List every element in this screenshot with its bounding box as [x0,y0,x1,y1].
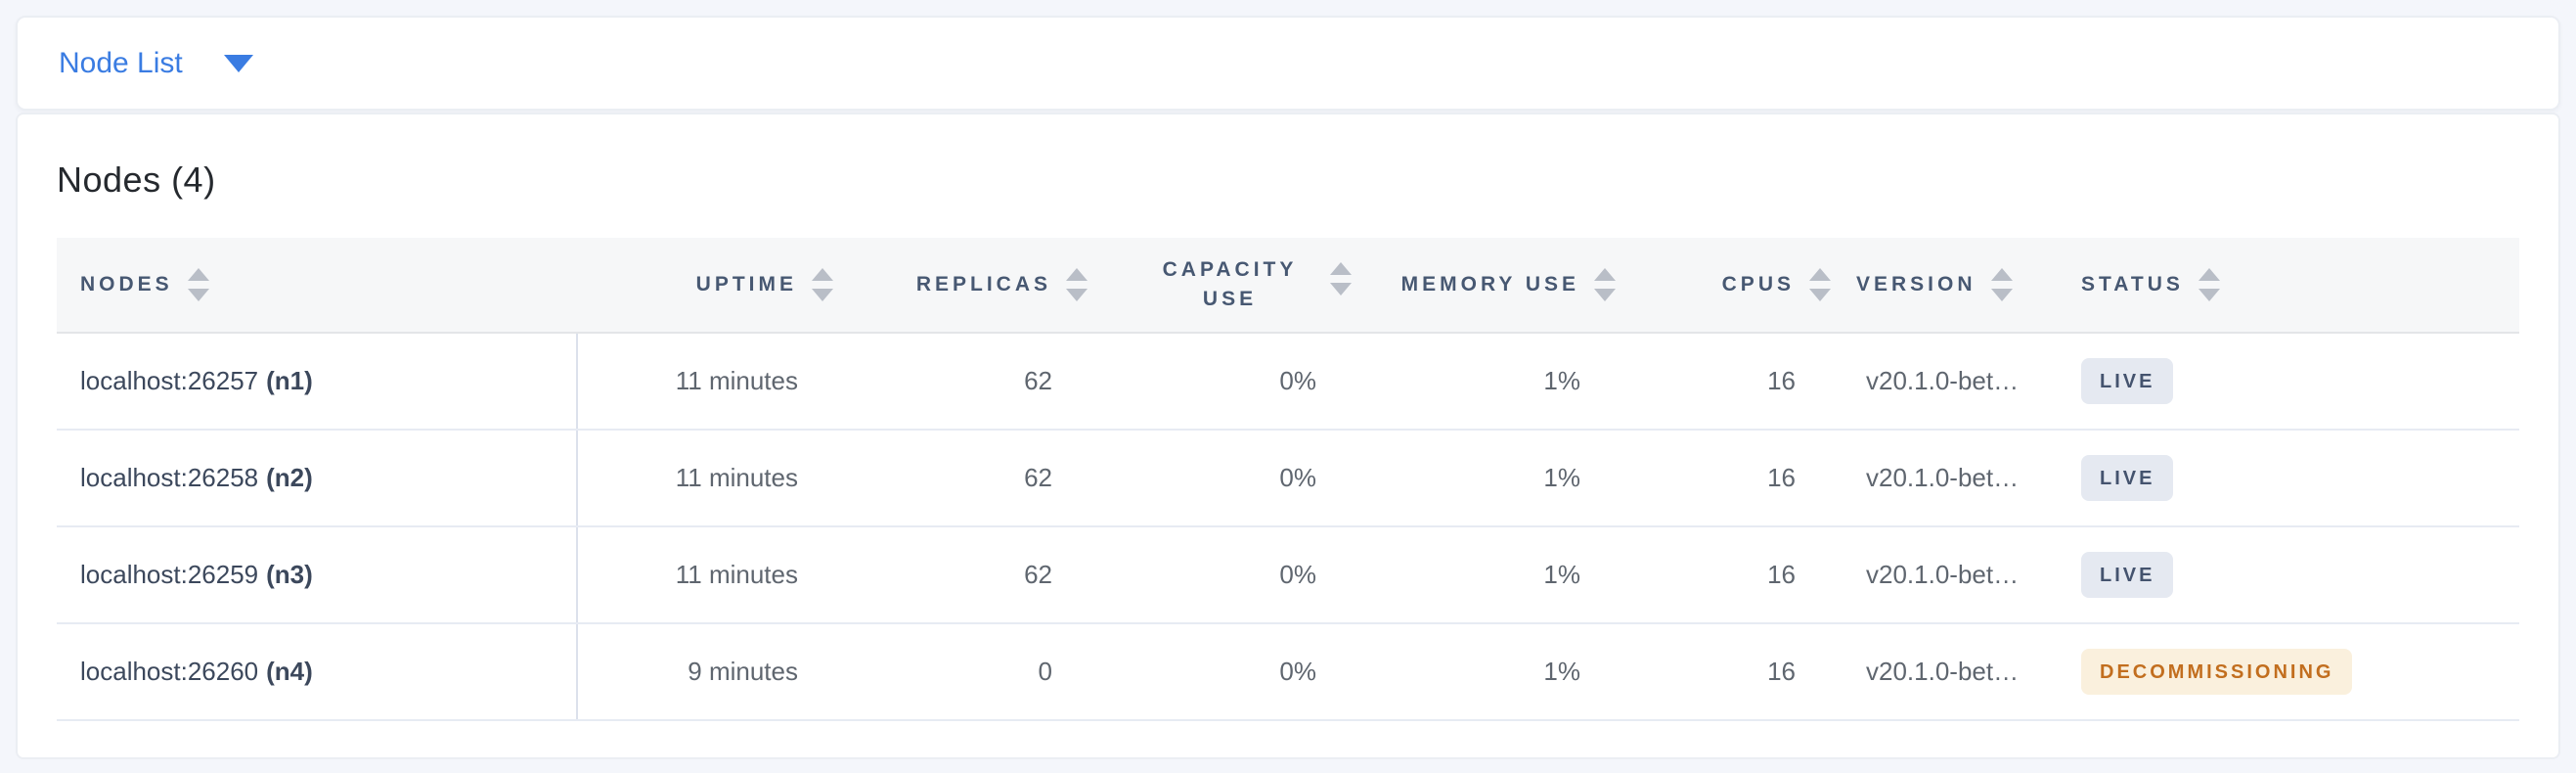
table-header-row: NODES UPTIME REPLICAS [57,238,2519,334]
column-header-capacity-use[interactable]: CAPACITY USE [1088,238,1352,334]
replicas-cell: 62 [833,430,1088,527]
sort-icon [2198,268,2220,301]
nodes-card: Nodes (4) NODES UPTIME [16,113,2560,759]
replicas-cell: 0 [833,623,1088,721]
status-cell: DECOMMISSIONING [2065,623,2519,721]
cpus-cell: 16 [1616,623,1831,721]
uptime-cell: 11 minutes [577,333,833,431]
cpus-cell: 16 [1616,333,1831,431]
cpus-cell: 16 [1616,526,1831,624]
status-cell: LIVE [2065,333,2519,431]
column-header-memory-use[interactable]: MEMORY USE [1352,238,1616,334]
node-id: (n4) [266,657,313,686]
sort-icon [187,268,209,301]
view-selector-bar: Node List [16,16,2560,111]
uptime-cell: 11 minutes [577,526,833,624]
status-badge: LIVE [2081,358,2174,404]
table-row: localhost:26260 (n4) 9 minutes 0 0% 1% 16… [57,623,2519,721]
column-header-nodes[interactable]: NODES [57,238,577,334]
sort-icon [1990,268,2013,301]
status-badge: DECOMMISSIONING [2081,649,2353,695]
status-cell: LIVE [2065,526,2519,624]
uptime-cell: 11 minutes [577,430,833,527]
status-badge: LIVE [2081,552,2174,598]
uptime-cell: 9 minutes [577,623,833,721]
node-address: localhost:26258 [80,463,259,492]
table-row: localhost:26258 (n2) 11 minutes 62 0% 1% … [57,430,2519,527]
node-id: (n2) [266,463,313,492]
node-address: localhost:26260 [80,657,259,686]
node-address: localhost:26257 [80,366,259,395]
node-address-cell[interactable]: localhost:26258 (n2) [57,430,578,527]
column-header-uptime[interactable]: UPTIME [577,238,833,334]
status-cell: LIVE [2065,430,2519,527]
column-header-cpus[interactable]: CPUS [1616,238,1831,334]
capacity-use-cell: 0% [1088,430,1352,527]
status-badge: LIVE [2081,455,2174,501]
sort-icon [1809,268,1831,301]
table-row: localhost:26257 (n1) 11 minutes 62 0% 1% … [57,333,2519,431]
node-address-cell[interactable]: localhost:26260 (n4) [57,623,578,721]
replicas-cell: 62 [833,526,1088,624]
node-id: (n3) [266,560,313,589]
node-list-dropdown-label: Node List [59,46,183,79]
sort-icon [812,268,833,301]
page-title: Nodes (4) [57,159,216,200]
version-cell: v20.1.0-bet… [1831,526,2065,624]
sort-icon [1330,261,1352,296]
memory-use-cell: 1% [1352,430,1616,527]
memory-use-cell: 1% [1352,623,1616,721]
capacity-use-cell: 0% [1088,526,1352,624]
column-header-replicas[interactable]: REPLICAS [833,238,1088,334]
replicas-cell: 62 [833,333,1088,431]
capacity-use-cell: 0% [1088,623,1352,721]
memory-use-cell: 1% [1352,526,1616,624]
version-cell: v20.1.0-bet… [1831,430,2065,527]
nodes-table: NODES UPTIME REPLICAS [57,238,2519,721]
version-cell: v20.1.0-bet… [1831,333,2065,431]
sort-icon [1594,268,1616,301]
table-row: localhost:26259 (n3) 11 minutes 62 0% 1% … [57,526,2519,624]
node-id: (n1) [266,366,313,395]
cpus-cell: 16 [1616,430,1831,527]
column-header-version[interactable]: VERSION [1831,238,2065,334]
node-list-dropdown[interactable]: Node List [59,47,253,80]
caret-down-icon [223,54,253,72]
sort-icon [1066,268,1088,301]
capacity-use-cell: 0% [1088,333,1352,431]
version-cell: v20.1.0-bet… [1831,623,2065,721]
node-address: localhost:26259 [80,560,259,589]
node-address-cell[interactable]: localhost:26259 (n3) [57,526,578,624]
column-header-status[interactable]: STATUS [2065,238,2519,334]
node-address-cell[interactable]: localhost:26257 (n1) [57,333,578,431]
memory-use-cell: 1% [1352,333,1616,431]
